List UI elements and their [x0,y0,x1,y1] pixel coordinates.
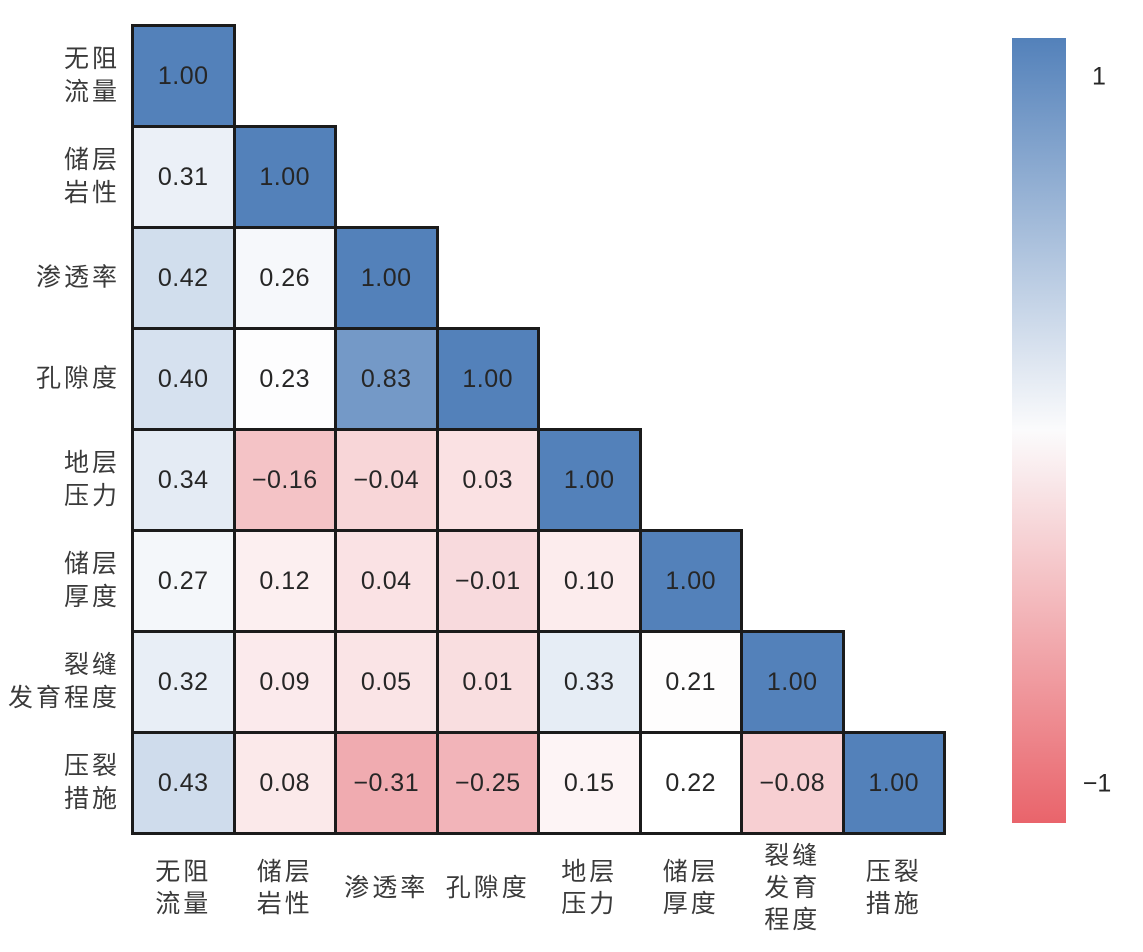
heatmap-cell-r6c0: 0.32 [131,630,236,734]
heatmap-cell-r3c0: 0.40 [131,327,236,431]
heatmap-cell-r3c1: 0.23 [232,327,337,431]
heatmap-cell-r1c0: 0.31 [131,125,236,229]
y-axis-label-1: 储层 岩性 [63,146,120,207]
heatmap-cell-r1c1: 1.00 [232,125,337,229]
heatmap-cell-r7c7: 1.00 [841,731,946,835]
heatmap-cell-r5c5: 1.00 [638,529,743,633]
y-axis-label-5: 储层 厚度 [63,550,120,611]
heatmap-cell-r2c1: 0.26 [232,226,337,330]
heatmap-cell-r4c4: 1.00 [537,428,642,532]
heatmap-cell-r5c4: 0.10 [537,529,642,633]
colorbar-min-label: −1 [1082,769,1112,798]
heatmap-cell-r7c5: 0.22 [638,731,743,835]
x-axis-label-0: 无阻 流量 [155,858,212,918]
x-axis-label-3: 孔隙度 [445,874,530,902]
colorbar-max-label: 1 [1092,62,1106,91]
heatmap-cell-r3c3: 1.00 [435,327,540,431]
x-axis-label-5: 储层 厚度 [662,858,719,918]
heatmap-cell-r5c2: 0.04 [334,529,439,633]
heatmap-cell-r4c2: −0.04 [334,428,439,532]
heatmap-cell-r4c0: 0.34 [131,428,236,532]
heatmap-cell-r4c1: −0.16 [232,428,337,532]
heatmap-cell-r7c0: 0.43 [131,731,236,835]
heatmap-cell-r7c3: −0.25 [435,731,540,835]
heatmap-cell-r6c6: 1.00 [740,630,845,734]
y-axis-label-7: 压裂 措施 [63,752,120,813]
x-axis-label-7: 压裂 措施 [865,858,922,918]
y-axis-label-3: 孔隙度 [35,364,120,393]
heatmap-cell-r4c3: 0.03 [435,428,540,532]
heatmap-cell-r7c1: 0.08 [232,731,337,835]
heatmap-cell-r0c0: 1.00 [131,24,236,128]
heatmap-cell-r5c3: −0.01 [435,529,540,633]
heatmap-cell-r6c4: 0.33 [537,630,642,734]
heatmap-cell-r6c1: 0.09 [232,630,337,734]
x-axis-label-2: 渗透率 [344,874,429,902]
y-axis-label-4: 地层 压力 [63,449,120,510]
heatmap-cell-r5c0: 0.27 [131,529,236,633]
heatmap-cell-r7c4: 0.15 [537,731,642,835]
heatmap-cell-r7c6: −0.08 [740,731,845,835]
heatmap-cell-r3c2: 0.83 [334,327,439,431]
y-axis-label-0: 无阻 流量 [63,45,120,106]
heatmap-cell-r7c2: −0.31 [334,731,439,835]
heatmap-cell-r6c2: 0.05 [334,630,439,734]
x-axis-label-1: 储层 岩性 [256,858,313,918]
heatmap-cell-r6c3: 0.01 [435,630,540,734]
heatmap-cell-r6c5: 0.21 [638,630,743,734]
colorbar-gradient [1012,38,1066,823]
x-axis-label-6: 裂缝 发育 程度 [764,842,821,934]
heatmap-cell-r2c2: 1.00 [334,226,439,330]
heatmap-cell-r2c0: 0.42 [131,226,236,330]
x-axis-label-4: 地层 压力 [561,858,618,918]
y-axis-label-6: 裂缝 发育程度 [7,651,120,712]
y-axis-label-2: 渗透率 [35,263,120,292]
heatmap-cell-r5c1: 0.12 [232,529,337,633]
